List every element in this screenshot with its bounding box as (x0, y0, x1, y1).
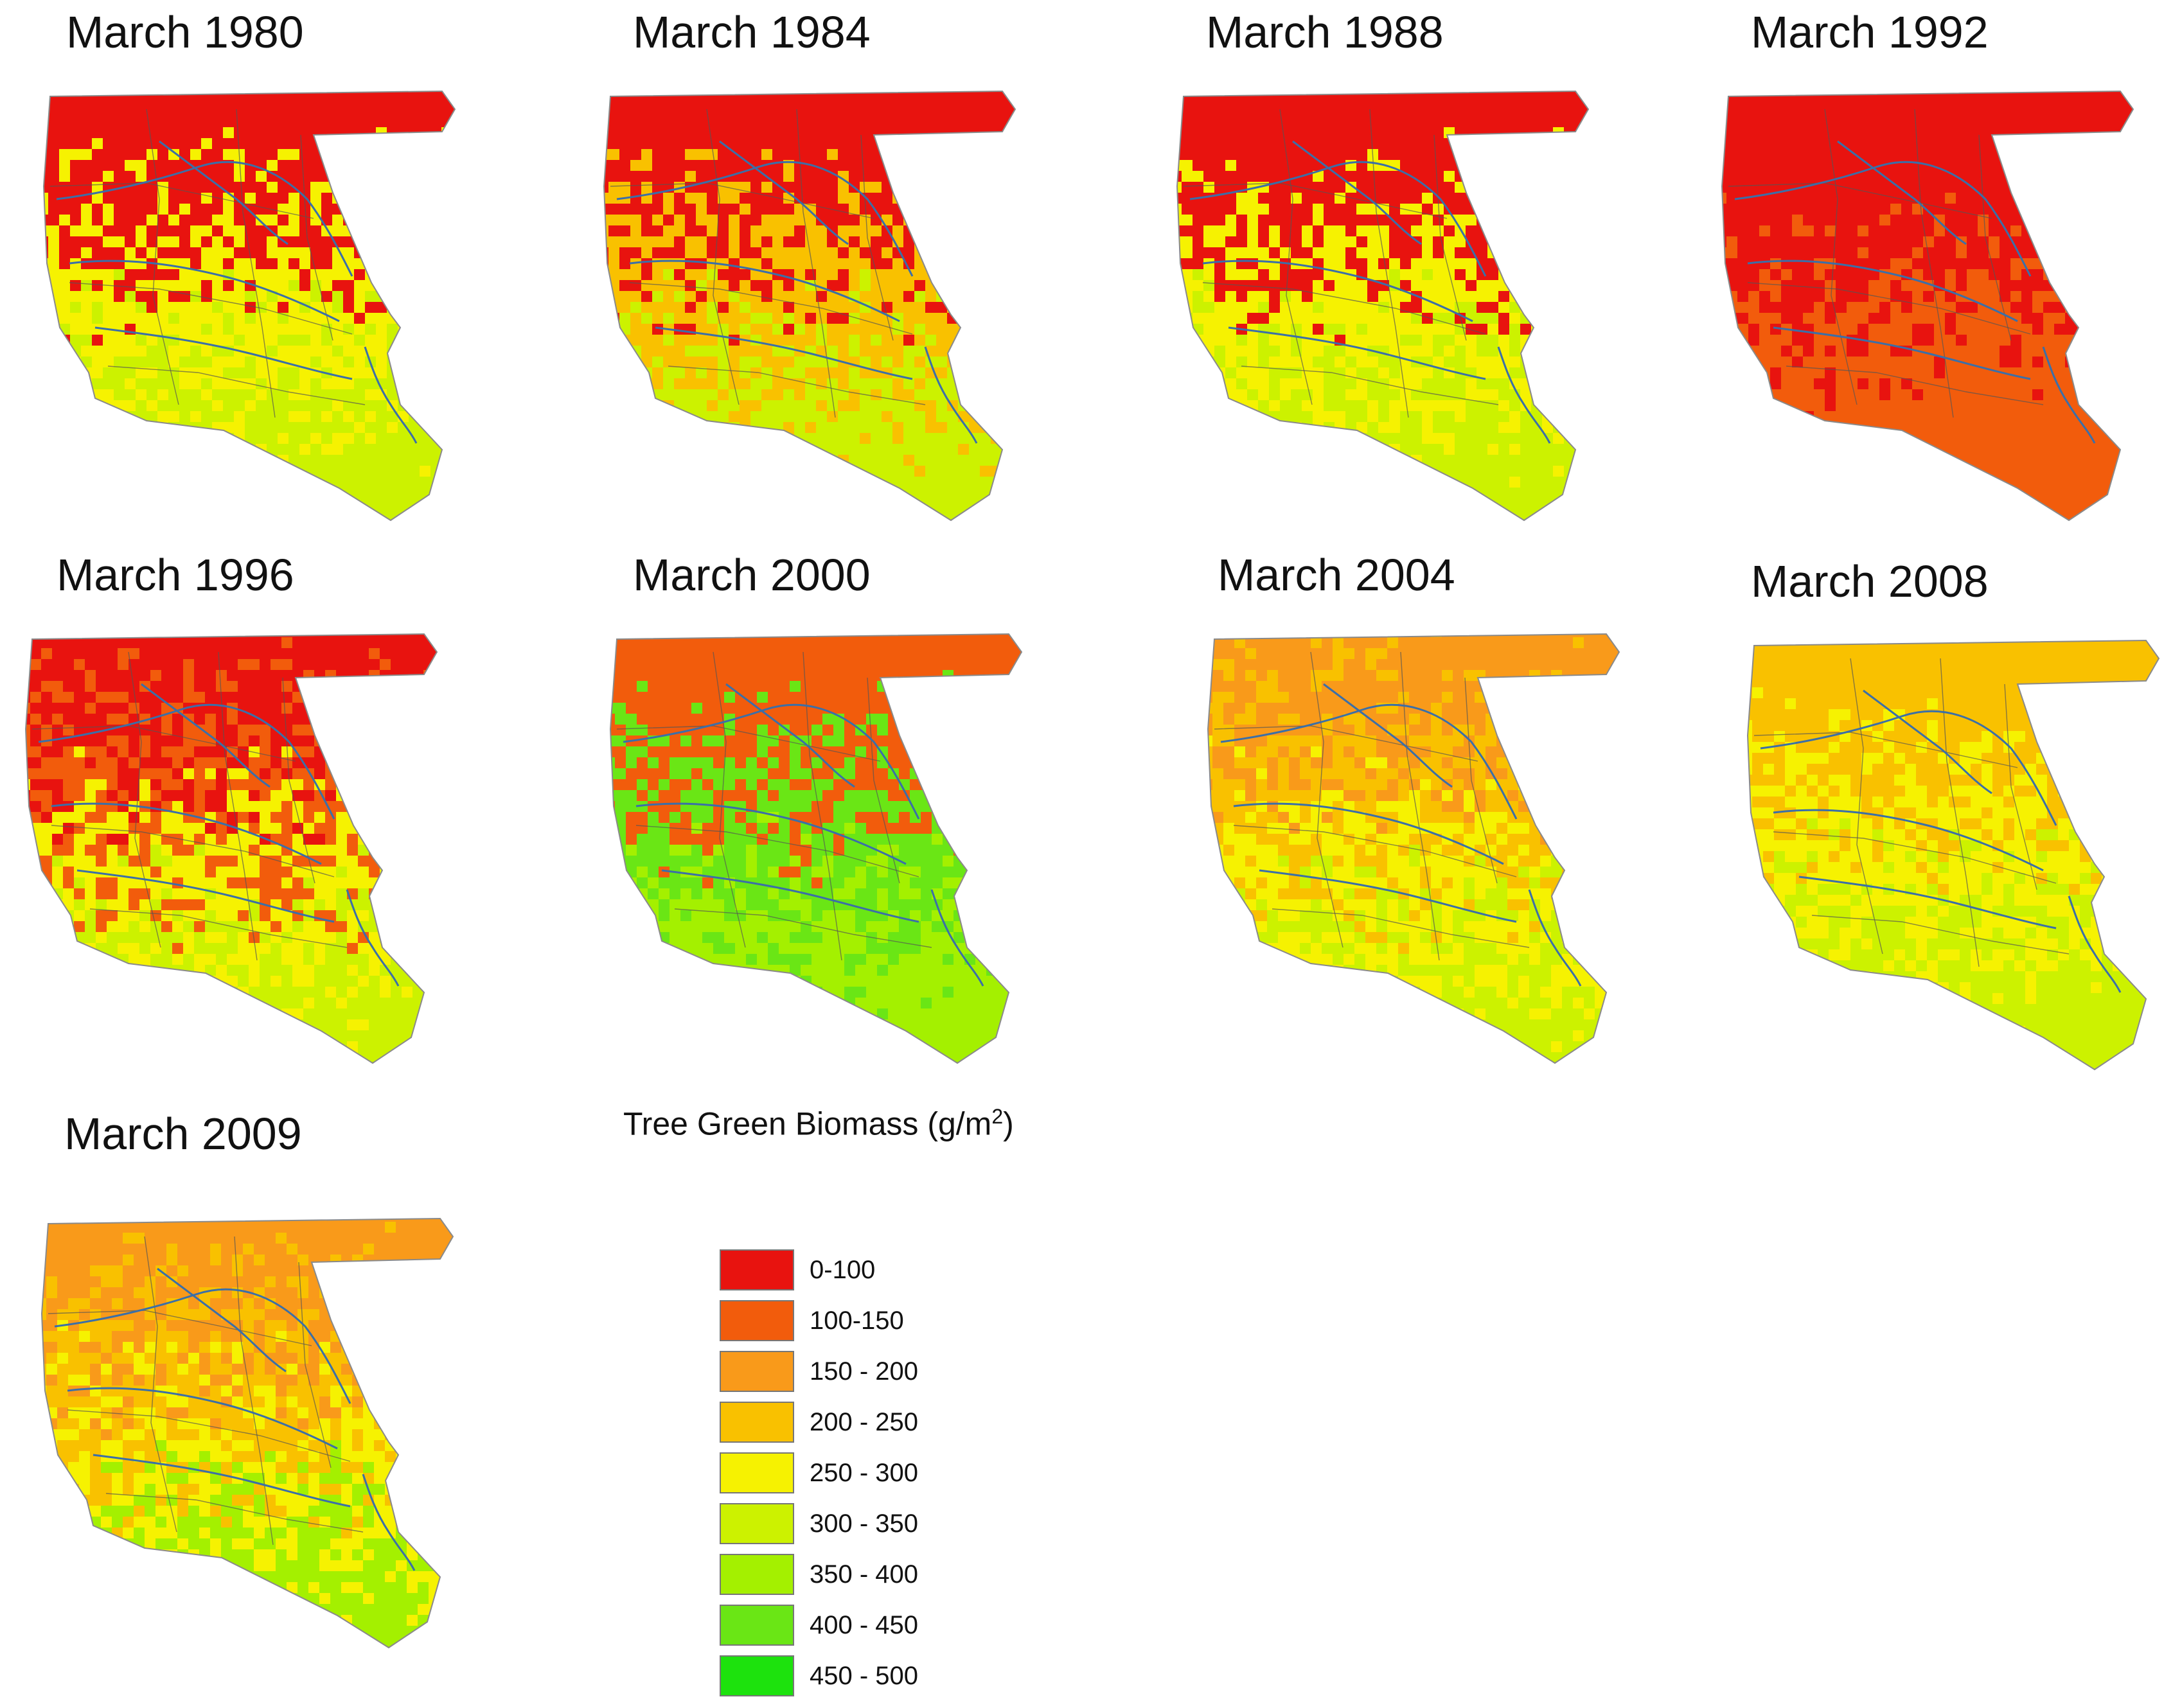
biomass-raster (44, 91, 455, 520)
map-title: March 1992 (1751, 7, 1989, 57)
map-panel-2008: March 2008 (1735, 556, 2164, 1082)
legend-title-superscript: 2 (991, 1105, 1004, 1128)
legend-item: 450 - 500 (720, 1655, 977, 1706)
subcatchment-boundaries (610, 109, 926, 418)
biomass-raster (1177, 91, 1588, 520)
legend-item: 350 - 400 (720, 1554, 977, 1605)
subcatchment-boundaries (1753, 658, 2070, 967)
map-panel-2009: March 2009 (29, 1108, 517, 1649)
map-title: March 2004 (1218, 550, 1455, 600)
biomass-map (42, 90, 456, 522)
legend-title: Tree Green Biomass (g/m2) (623, 1105, 1014, 1143)
biomass-raster (610, 634, 1022, 1063)
legend-item: 300 - 350 (720, 1503, 977, 1554)
legend-swatch (720, 1503, 794, 1544)
biomass-raster (42, 1219, 453, 1648)
region-outline (42, 90, 456, 522)
legend-swatch (720, 1554, 794, 1595)
region-outline (609, 633, 1023, 1064)
legend-label: 450 - 500 (810, 1662, 919, 1690)
biomass-map (1176, 90, 1590, 522)
biomass-map (24, 633, 438, 1064)
map-title: March 1980 (66, 7, 304, 57)
subcatchment-boundaries (616, 651, 932, 961)
legend-item: 150 - 200 (720, 1351, 977, 1402)
map-panel-1984: March 1984 (591, 6, 1079, 533)
legend-item: 0-100 (720, 1249, 977, 1300)
legend-swatch (720, 1605, 794, 1646)
subcatchment-boundaries (48, 1236, 364, 1545)
region-outline (40, 1217, 454, 1649)
river-network (1734, 140, 2096, 444)
biomass-raster (604, 91, 1015, 520)
legend: 0-100 100-150 150 - 200 200 - 250 250 - 300 3… (720, 1249, 977, 1706)
biomass-map (1721, 90, 2134, 522)
subcatchment-boundaries (49, 109, 366, 418)
legend-item: 100-150 (720, 1300, 977, 1351)
biomass-raster (26, 634, 437, 1063)
subcatchment-boundaries (1183, 109, 1499, 418)
river-network (623, 683, 984, 987)
region-outline (1176, 90, 1590, 522)
map-title: March 2000 (633, 550, 871, 600)
biomass-map (1207, 633, 1620, 1064)
subcatchment-boundaries (1728, 109, 2044, 418)
legend-swatch (720, 1300, 794, 1341)
map-panel-1992: March 1992 (1709, 6, 2164, 533)
legend-swatch (720, 1452, 794, 1493)
legend-label: 0-100 (810, 1256, 876, 1284)
subcatchment-boundaries (1214, 651, 1530, 961)
legend-label: 200 - 250 (810, 1408, 919, 1436)
legend-swatch (720, 1249, 794, 1290)
river-network (54, 1267, 416, 1571)
legend-label: 400 - 450 (810, 1611, 919, 1639)
river-network (616, 140, 978, 444)
biomass-map (609, 633, 1023, 1064)
river-network (38, 683, 400, 987)
map-title: March 2008 (1751, 556, 1989, 606)
map-panel-1996: March 1996 (13, 549, 501, 1076)
legend-label: 350 - 400 (810, 1560, 919, 1589)
region-outline (1207, 633, 1620, 1064)
legend-swatch (720, 1402, 794, 1443)
legend-title-text: Tree Green Biomass (g/m (623, 1105, 992, 1142)
legend-title-close: ) (1003, 1105, 1014, 1142)
legend-item: 200 - 250 (720, 1402, 977, 1452)
legend-swatch (720, 1655, 794, 1696)
region-outline (603, 90, 1016, 522)
river-network (1189, 140, 1551, 444)
region-outline (1721, 90, 2134, 522)
river-network (56, 140, 418, 444)
biomass-raster (1722, 91, 2133, 520)
legend-label: 100-150 (810, 1307, 904, 1335)
legend-item: 400 - 450 (720, 1605, 977, 1655)
biomass-map (603, 90, 1016, 522)
river-network (1220, 683, 1582, 987)
legend-label: 300 - 350 (810, 1510, 919, 1538)
river-network (1760, 689, 2122, 993)
map-panel-2000: March 2000 (598, 549, 1086, 1076)
biomass-map (1746, 639, 2160, 1071)
subcatchment-boundaries (31, 651, 348, 961)
map-title: March 1996 (57, 550, 294, 600)
map-panel-1988: March 1988 (1164, 6, 1653, 533)
legend-label: 150 - 200 (810, 1357, 919, 1386)
map-title: March 1988 (1206, 7, 1444, 57)
map-panel-2004: March 2004 (1195, 549, 1683, 1076)
map-title: March 2009 (64, 1109, 302, 1159)
region-outline (1746, 639, 2160, 1071)
region-outline (24, 633, 438, 1064)
map-title: March 1984 (633, 7, 871, 57)
biomass-map (40, 1217, 454, 1649)
biomass-raster (1748, 640, 2159, 1070)
legend-item: 250 - 300 (720, 1452, 977, 1503)
legend-label: 250 - 300 (810, 1459, 919, 1487)
legend-swatch (720, 1351, 794, 1392)
biomass-raster (1208, 634, 1619, 1063)
map-panel-1980: March 1980 (31, 6, 519, 533)
